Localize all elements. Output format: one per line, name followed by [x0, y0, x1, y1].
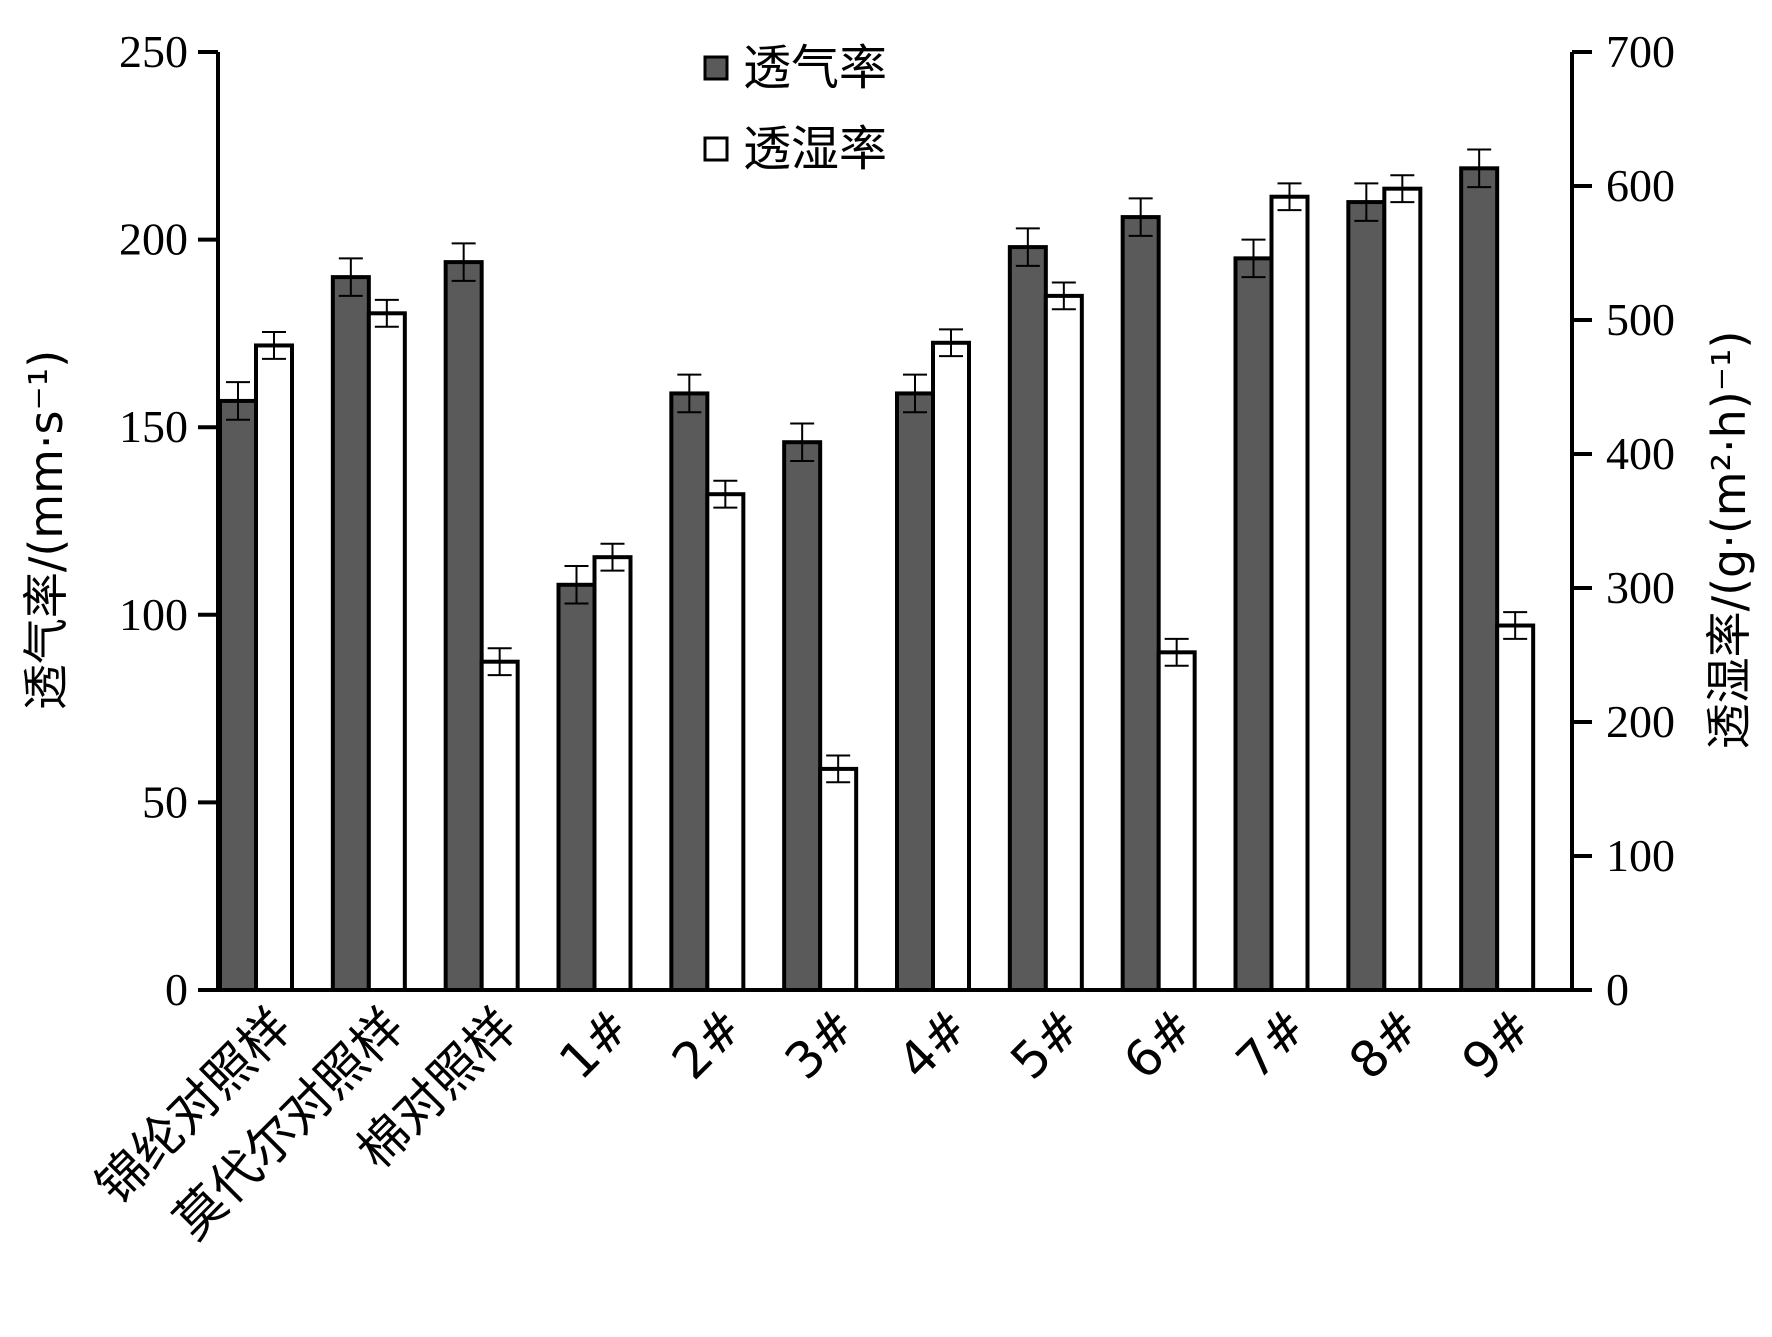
bar-series-1-3	[443, 260, 484, 992]
y-left-tick-label-250: 250	[119, 26, 188, 77]
error-bar-series-1-2	[338, 257, 363, 297]
bar-series-2-1	[254, 343, 294, 992]
legend-label-series-2: 透湿率	[743, 121, 887, 177]
bar-series-1-6	[782, 440, 823, 992]
labels-layer: 0501001502002500100200300400500600700锦纶对…	[85, 26, 1675, 1251]
error-bar-series-2-4	[600, 542, 625, 572]
bar-series-1-11	[1346, 200, 1387, 992]
y-left-tick-label-50: 50	[142, 776, 188, 827]
legend-swatch-series-2	[703, 136, 729, 162]
y-right-tick-label-0: 0	[1606, 964, 1629, 1015]
error-bar-series-1-11	[1354, 182, 1379, 222]
x-category-label-10: 7#	[1225, 997, 1318, 1090]
y-right-tick-label-700: 700	[1606, 26, 1675, 77]
y-right-tick-label-500: 500	[1606, 294, 1675, 345]
y-right-axis-title: 透湿率/(g·(m²·h)⁻¹)	[1702, 331, 1756, 750]
error-bar-series-1-10	[1241, 238, 1266, 279]
error-bar-series-1-7	[903, 373, 927, 414]
bar-series-1-7	[895, 391, 935, 992]
bar-series-2-5	[705, 492, 746, 992]
error-bar-series-2-12	[1503, 611, 1528, 640]
y-left-axis-title: 透气率/(mm·s⁻¹)	[19, 350, 73, 710]
error-bar-series-2-8	[1051, 281, 1076, 311]
error-bar-series-1-8	[1015, 227, 1040, 267]
bars-layer	[218, 148, 1536, 993]
x-category-label-7: 4#	[887, 997, 980, 1090]
legend: 透气率 透湿率	[703, 40, 887, 177]
y-right-tick-label-100: 100	[1606, 830, 1675, 881]
error-bar-series-2-10	[1277, 182, 1302, 212]
error-bar-series-1-1	[226, 381, 250, 421]
error-bar-series-1-4	[564, 565, 589, 605]
error-bar-series-2-1	[262, 331, 286, 360]
bar-series-2-11	[1382, 186, 1423, 992]
bar-series-2-2	[366, 311, 407, 992]
bar-series-1-1	[218, 398, 258, 993]
x-category-label-12: 9#	[1451, 997, 1544, 1090]
x-category-label-11: 8#	[1338, 997, 1431, 1090]
axes-layer	[198, 50, 1592, 992]
bar-series-2-6	[818, 766, 859, 993]
legend-label-series-1: 透气率	[743, 40, 887, 96]
bar-series-1-8	[1007, 245, 1048, 992]
bar-series-2-8	[1043, 293, 1084, 992]
bar-series-2-3	[479, 659, 520, 992]
y-right-tick-label-400: 400	[1606, 428, 1675, 479]
bar-series-2-4	[592, 555, 633, 992]
bar-series-2-10	[1269, 194, 1310, 993]
x-category-label-8: 5#	[1000, 997, 1093, 1090]
error-bar-series-1-5	[677, 373, 702, 414]
bar-series-1-9	[1120, 215, 1161, 992]
error-bar-series-2-9	[1164, 637, 1189, 667]
bar-series-1-5	[669, 391, 710, 992]
error-bar-series-2-6	[826, 754, 851, 784]
y-left-tick-label-150: 150	[119, 401, 188, 452]
x-category-label-9: 6#	[1112, 997, 1205, 1090]
error-bar-series-2-11	[1390, 174, 1415, 204]
legend-swatch-series-1	[703, 55, 729, 81]
x-category-label-5: 2#	[661, 997, 754, 1090]
error-bar-series-1-6	[790, 422, 815, 462]
error-bar-series-2-3	[487, 647, 512, 677]
y-right-tick-label-300: 300	[1606, 562, 1675, 613]
error-bar-series-2-2	[374, 298, 399, 328]
bar-series-2-12	[1495, 623, 1536, 993]
bar-series-1-12	[1459, 166, 1500, 992]
error-bar-series-2-5	[713, 479, 738, 509]
y-right-tick-label-200: 200	[1606, 696, 1675, 747]
error-bar-series-2-7	[939, 328, 963, 358]
bar-series-2-9	[1156, 650, 1197, 992]
error-bar-series-1-12	[1467, 148, 1492, 189]
y-right-tick-label-600: 600	[1606, 160, 1675, 211]
error-bar-series-1-3	[451, 242, 476, 282]
x-category-label-6: 3#	[774, 997, 867, 1090]
y-left-tick-label-200: 200	[119, 214, 188, 265]
y-left-tick-label-0: 0	[165, 964, 188, 1015]
x-category-label-4: 1#	[548, 997, 641, 1090]
bar-series-1-4	[556, 582, 597, 992]
bar-series-1-2	[330, 275, 371, 992]
bar-series-1-10	[1233, 256, 1274, 992]
error-bar-series-1-9	[1128, 197, 1153, 237]
y-left-tick-label-100: 100	[119, 589, 188, 640]
bar-series-2-7	[931, 340, 971, 992]
